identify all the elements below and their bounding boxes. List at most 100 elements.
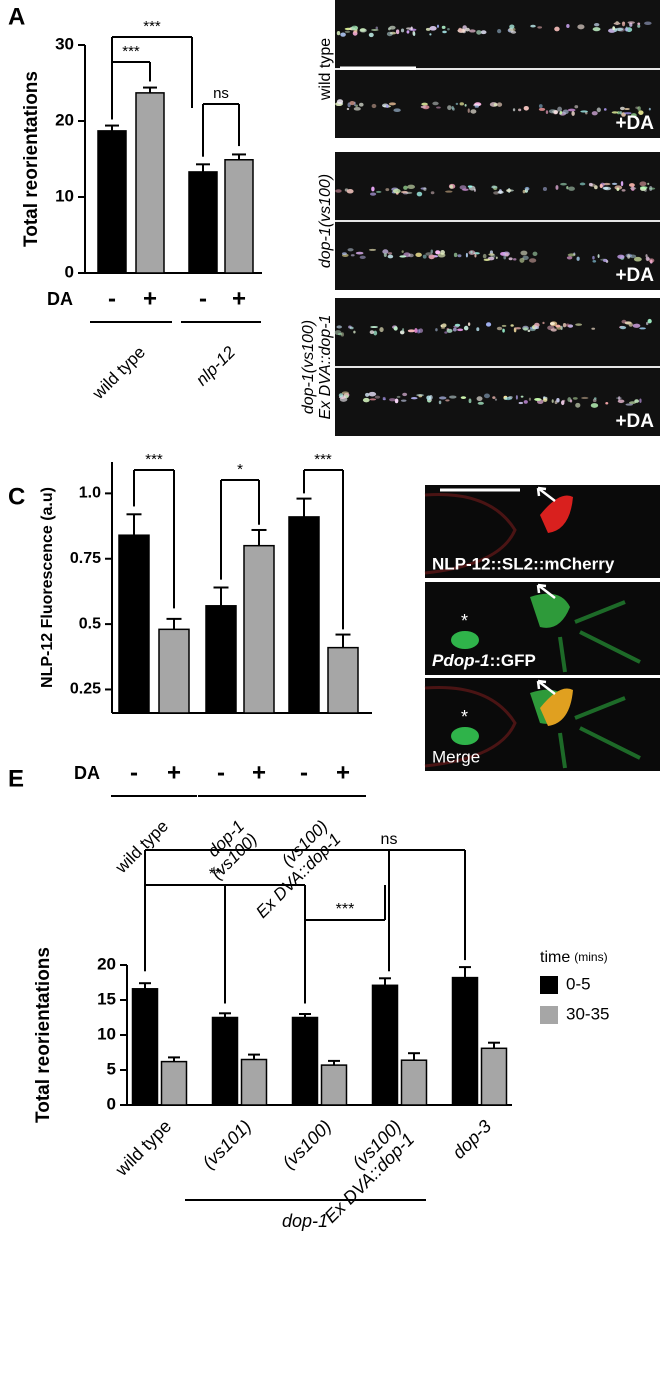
puncta bbox=[482, 253, 487, 259]
puncta bbox=[621, 21, 626, 27]
y-axis-label: Total reorientations bbox=[33, 947, 54, 1123]
puncta bbox=[562, 109, 569, 115]
puncta bbox=[520, 250, 528, 256]
category-label: - bbox=[199, 285, 207, 312]
puncta bbox=[615, 27, 624, 32]
puncta bbox=[365, 392, 370, 397]
puncta bbox=[370, 325, 379, 329]
puncta bbox=[515, 395, 518, 400]
puncta bbox=[619, 110, 622, 115]
puncta bbox=[382, 249, 389, 255]
puncta bbox=[633, 256, 642, 262]
puncta bbox=[624, 107, 630, 111]
puncta bbox=[455, 102, 459, 106]
puncta bbox=[646, 321, 649, 326]
significance: *** bbox=[314, 451, 332, 468]
row-label: Ex DVA::dop-1 bbox=[317, 315, 334, 420]
group-label: wild type bbox=[111, 1116, 175, 1180]
puncta bbox=[385, 104, 389, 109]
bar bbox=[327, 646, 359, 714]
group-label: nlp-12 bbox=[192, 342, 239, 389]
bar bbox=[188, 171, 218, 274]
puncta bbox=[560, 182, 567, 186]
tissue bbox=[424, 685, 517, 768]
puncta bbox=[627, 21, 635, 24]
puncta bbox=[612, 26, 616, 31]
puncta bbox=[370, 192, 377, 196]
puncta bbox=[518, 401, 524, 405]
puncta bbox=[350, 254, 355, 257]
puncta bbox=[575, 402, 581, 408]
mcherry-cell bbox=[540, 495, 573, 533]
puncta bbox=[449, 184, 454, 189]
puncta bbox=[593, 23, 600, 27]
arrow bbox=[536, 486, 556, 502]
puncta bbox=[497, 28, 502, 34]
puncta bbox=[532, 251, 538, 256]
puncta bbox=[476, 396, 483, 402]
puncta bbox=[351, 25, 359, 31]
y-tick-label: 0 bbox=[107, 1094, 116, 1113]
puncta bbox=[632, 323, 641, 328]
puncta bbox=[468, 398, 472, 404]
puncta bbox=[621, 189, 626, 192]
bar bbox=[118, 534, 150, 714]
puncta bbox=[459, 185, 467, 190]
puncta bbox=[483, 258, 491, 262]
puncta bbox=[634, 399, 639, 403]
micrograph bbox=[335, 0, 660, 68]
puncta bbox=[534, 326, 540, 330]
bar bbox=[320, 1064, 348, 1106]
puncta bbox=[422, 254, 427, 259]
caption: Pdop-1::GFP bbox=[432, 651, 536, 670]
y-axis-label: Total reorientations bbox=[21, 71, 42, 247]
puncta bbox=[611, 111, 619, 114]
treatment-label: +DA bbox=[615, 113, 654, 134]
puncta bbox=[406, 27, 412, 30]
y-tick-label: 0.25 bbox=[70, 681, 101, 698]
puncta bbox=[648, 107, 651, 111]
puncta bbox=[613, 22, 621, 25]
puncta bbox=[385, 188, 390, 192]
puncta bbox=[565, 323, 570, 327]
puncta bbox=[445, 190, 453, 193]
puncta bbox=[432, 101, 439, 106]
puncta bbox=[505, 252, 509, 257]
puncta bbox=[639, 327, 646, 330]
puncta bbox=[423, 187, 427, 192]
puncta bbox=[458, 27, 462, 32]
puncta bbox=[382, 398, 386, 401]
puncta bbox=[534, 397, 542, 401]
puncta bbox=[430, 249, 434, 254]
puncta bbox=[400, 28, 405, 33]
bar bbox=[160, 1060, 188, 1106]
puncta bbox=[562, 322, 567, 328]
puncta bbox=[529, 258, 537, 263]
puncta bbox=[402, 392, 408, 397]
puncta bbox=[410, 397, 418, 400]
bar bbox=[400, 1059, 428, 1106]
arrow bbox=[536, 583, 556, 599]
puncta bbox=[403, 185, 408, 190]
puncta bbox=[488, 253, 495, 256]
puncta bbox=[572, 397, 578, 400]
bar bbox=[243, 544, 275, 714]
puncta bbox=[449, 395, 457, 399]
puncta bbox=[576, 256, 580, 261]
caption: Merge bbox=[432, 747, 480, 766]
puncta bbox=[537, 26, 543, 29]
puncta bbox=[628, 183, 635, 187]
puncta bbox=[603, 186, 612, 191]
category-label: - bbox=[130, 759, 138, 786]
puncta bbox=[435, 250, 441, 255]
puncta bbox=[623, 112, 632, 115]
significance: * bbox=[237, 461, 243, 478]
puncta bbox=[596, 107, 601, 113]
bar bbox=[371, 984, 399, 1106]
puncta bbox=[510, 324, 514, 327]
puncta bbox=[464, 27, 470, 32]
y-tick-label: 10 bbox=[55, 186, 74, 205]
puncta bbox=[355, 251, 364, 255]
group-label: wild type bbox=[111, 817, 172, 878]
puncta bbox=[444, 331, 448, 334]
